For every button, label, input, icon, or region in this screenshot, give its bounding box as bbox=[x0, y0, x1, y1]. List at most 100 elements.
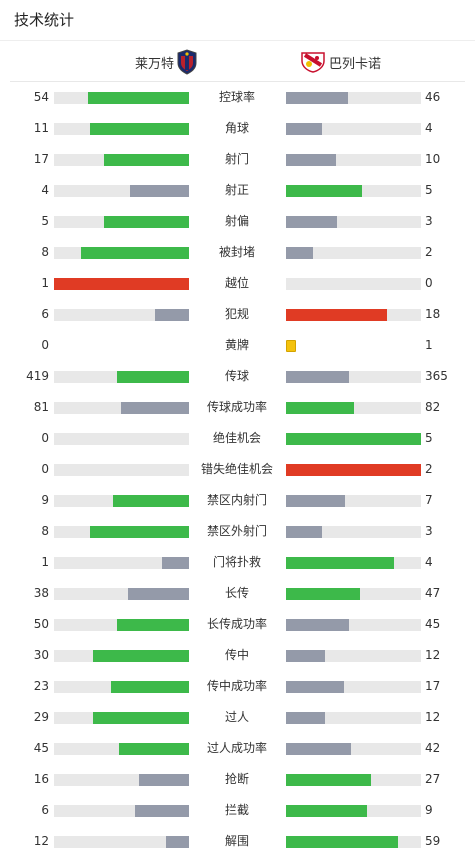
home-stat-value: 1 bbox=[41, 555, 49, 569]
home-stat-value: 0 bbox=[41, 431, 49, 445]
away-stat-bar-fill bbox=[286, 309, 387, 321]
away-stat-bar-track bbox=[286, 743, 421, 755]
away-stat-bar-fill bbox=[286, 526, 322, 538]
away-stat-bar-fill bbox=[286, 92, 348, 104]
home-stat-bar-track bbox=[54, 650, 189, 662]
stat-label: 越位 bbox=[224, 276, 249, 290]
away-stat-bar-fill bbox=[286, 650, 325, 662]
home-stat-bar-track bbox=[54, 123, 189, 135]
home-stat-bar-fill bbox=[128, 588, 189, 600]
stat-label: 被封堵 bbox=[218, 245, 255, 259]
home-stat-bar-track bbox=[54, 433, 189, 445]
home-stat-value: 30 bbox=[33, 648, 49, 662]
home-stat-bar-fill bbox=[93, 650, 189, 662]
away-stat-bar-fill bbox=[286, 216, 337, 228]
home-stat-bar-fill bbox=[111, 681, 189, 693]
away-stat-bar-fill bbox=[286, 185, 362, 197]
home-stat-bar-fill bbox=[88, 92, 189, 104]
home-stat-value: 45 bbox=[33, 741, 49, 755]
home-stat-bar-track bbox=[54, 836, 189, 848]
stat-row: 1 越位 0 bbox=[0, 268, 475, 299]
stat-row: 11 角球 4 bbox=[0, 113, 475, 144]
yellow-card-icon bbox=[286, 340, 296, 352]
away-stat-bar-fill bbox=[286, 681, 344, 693]
home-stat-value: 6 bbox=[41, 803, 49, 817]
home-stat-bar-fill bbox=[155, 309, 189, 321]
away-stat-bar-track bbox=[286, 712, 421, 724]
away-stat-value: 10 bbox=[425, 152, 441, 166]
away-stat-bar-track bbox=[286, 433, 421, 445]
away-stat-bar-fill bbox=[286, 805, 367, 817]
home-stat-value: 17 bbox=[33, 152, 49, 166]
home-stat-bar-track bbox=[54, 743, 189, 755]
stat-row: 50 长传成功率 45 bbox=[0, 609, 475, 640]
stat-label: 禁区内射门 bbox=[206, 493, 267, 507]
away-stat-value: 12 bbox=[425, 710, 441, 724]
stat-label: 长传成功率 bbox=[206, 617, 267, 631]
home-stat-bar-fill bbox=[117, 371, 189, 383]
away-stat-bar-track bbox=[286, 526, 421, 538]
away-stat-value: 12 bbox=[425, 648, 441, 662]
stat-label: 犯规 bbox=[224, 307, 249, 321]
home-stat-bar-fill bbox=[162, 557, 189, 569]
home-stat-bar-track bbox=[54, 247, 189, 259]
away-stat-value: 82 bbox=[425, 400, 441, 414]
home-stat-bar-track bbox=[54, 681, 189, 693]
home-stat-value: 5 bbox=[41, 214, 49, 228]
away-stat-bar-fill bbox=[286, 433, 421, 445]
away-stat-value: 5 bbox=[425, 183, 433, 197]
stat-row: 6 拦截 9 bbox=[0, 795, 475, 826]
stat-label: 过人 bbox=[224, 710, 249, 724]
teams-header: 莱万特 巴列卡诺 bbox=[10, 41, 465, 82]
home-stat-bar-fill bbox=[90, 526, 189, 538]
home-stat-bar-fill bbox=[139, 774, 189, 786]
away-stat-bar-track bbox=[286, 464, 421, 476]
away-stat-bar-fill bbox=[286, 495, 345, 507]
home-stat-value: 6 bbox=[41, 307, 49, 321]
stat-row: 17 射门 10 bbox=[0, 144, 475, 175]
stat-label: 长传 bbox=[224, 586, 249, 600]
stat-row: 16 抢断 27 bbox=[0, 764, 475, 795]
stat-row: 9 禁区内射门 7 bbox=[0, 485, 475, 516]
stat-label: 过人成功率 bbox=[206, 741, 267, 755]
home-stat-value: 4 bbox=[41, 183, 49, 197]
stat-label: 传球成功率 bbox=[206, 400, 267, 414]
away-stat-bar-track bbox=[286, 805, 421, 817]
home-stat-bar-fill bbox=[93, 712, 189, 724]
home-stat-bar-fill bbox=[166, 836, 189, 848]
stat-label: 解围 bbox=[224, 834, 249, 848]
home-stat-value: 12 bbox=[33, 834, 49, 848]
stat-row: 0 绝佳机会 5 bbox=[0, 423, 475, 454]
home-stat-bar-track bbox=[54, 464, 189, 476]
stat-row: 5 射偏 3 bbox=[0, 206, 475, 237]
away-stat-bar-track bbox=[286, 588, 421, 600]
stat-label: 禁区外射门 bbox=[206, 524, 267, 538]
stat-row: 12 解围 59 bbox=[0, 826, 475, 857]
away-stat-bar-fill bbox=[286, 619, 349, 631]
away-stat-bar-track bbox=[286, 123, 421, 135]
away-stat-value: 7 bbox=[425, 493, 433, 507]
away-stat-bar-fill bbox=[286, 743, 351, 755]
away-stat-bar-fill bbox=[286, 557, 394, 569]
away-stat-value: 27 bbox=[425, 772, 441, 786]
away-stat-value: 2 bbox=[425, 245, 433, 259]
home-stat-bar-fill bbox=[119, 743, 189, 755]
home-stat-bar-track bbox=[54, 371, 189, 383]
stat-label: 拦截 bbox=[224, 803, 249, 817]
away-stat-value: 42 bbox=[425, 741, 441, 755]
away-stat-bar-fill bbox=[286, 247, 313, 259]
away-stat-bar-fill bbox=[286, 123, 322, 135]
home-stat-value: 54 bbox=[33, 90, 49, 104]
home-stat-value: 38 bbox=[33, 586, 49, 600]
home-stat-value: 9 bbox=[41, 493, 49, 507]
home-stat-bar-track bbox=[54, 402, 189, 414]
home-stat-bar-track bbox=[54, 309, 189, 321]
stat-row: 8 禁区外射门 3 bbox=[0, 516, 475, 547]
home-stat-bar-track bbox=[54, 774, 189, 786]
away-stat-value: 46 bbox=[425, 90, 441, 104]
away-stat-value: 47 bbox=[425, 586, 441, 600]
away-stat-bar-track bbox=[286, 495, 421, 507]
home-stat-bar-track bbox=[54, 712, 189, 724]
home-stat-bar-track bbox=[54, 557, 189, 569]
away-stat-value: 3 bbox=[425, 524, 433, 538]
